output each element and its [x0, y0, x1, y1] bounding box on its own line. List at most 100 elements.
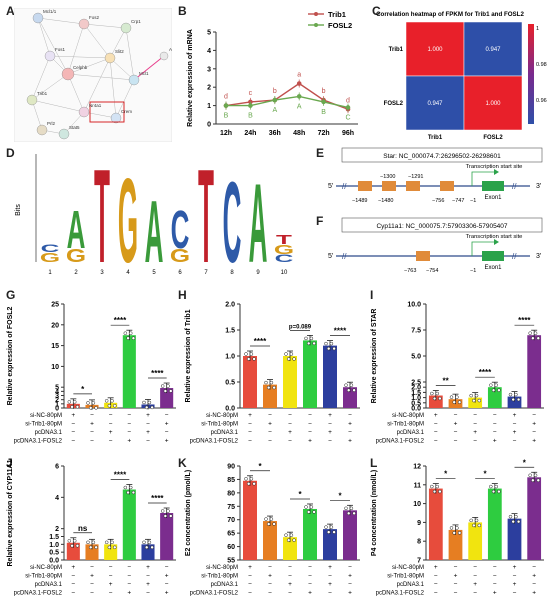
data-dot: [508, 514, 513, 519]
group-sign: −: [71, 581, 75, 588]
data-dot: [91, 540, 96, 545]
data-dot: [491, 489, 496, 494]
motif-position-label: 8: [230, 270, 234, 276]
data-dot: [289, 533, 294, 537]
data-dot: [452, 400, 456, 404]
panel-label-d: D: [6, 146, 15, 160]
group-sign: +: [532, 590, 536, 597]
y-tick-label: 2.5: [411, 380, 421, 387]
network-node-label: Crp1: [131, 19, 141, 24]
data-dot: [142, 400, 146, 405]
y-tick-label: 4: [55, 389, 59, 396]
data-dot: [533, 331, 538, 335]
y-tick-label: 0: [207, 122, 211, 129]
data-dot: [531, 478, 535, 483]
panel-label-k: K: [178, 456, 187, 470]
data-dot: [309, 336, 314, 341]
data-dot: [472, 523, 476, 528]
group-sign: −: [513, 421, 517, 428]
data-point: [296, 94, 302, 99]
motif-position-label: 10: [281, 270, 288, 276]
data-dot: [438, 489, 442, 494]
data-dot: [160, 509, 165, 513]
y-tick-label: 90: [227, 464, 235, 471]
group-sign: −: [532, 429, 536, 436]
group-sign: −: [434, 438, 438, 445]
panel-i-bar-chart: 0.00.51.01.52.02.5 5.0 7.5 10.0 Relative exp…: [371, 302, 544, 445]
data-dot: [94, 545, 98, 550]
group-sign: +: [146, 429, 150, 436]
group-row-label: si-NC-80pM: [392, 413, 424, 419]
site-label: −756: [432, 198, 444, 204]
data-dot: [147, 540, 152, 545]
motif-letter: A: [67, 200, 86, 260]
data-dot: [457, 531, 462, 535]
data-dot: [312, 510, 316, 514]
y-tick-label: 65: [227, 531, 235, 538]
data-dot: [147, 400, 152, 405]
group-sign: −: [146, 590, 150, 597]
network-node-label: Fos2: [89, 15, 100, 20]
motif-letter: A: [249, 161, 268, 286]
panel-k-bar-chart: 55 60 65 70 75 80 85 90 E2 concentration (pmol/L…: [185, 462, 360, 597]
group-sign: −: [288, 564, 292, 571]
network-node-label: Trib1: [37, 91, 48, 96]
y-axis-label: Relative expression of mRNA: [187, 29, 194, 127]
three-prime-label: 3': [536, 183, 541, 190]
network-node: [32, 12, 44, 24]
y-tick-label: 1.0: [225, 354, 235, 361]
bar: [243, 480, 257, 560]
group-sign: −: [268, 412, 272, 419]
data-dot: [531, 336, 535, 340]
y-tick-label: 85: [227, 477, 235, 484]
group-row-label: si-Trib1-80pM: [25, 574, 62, 580]
significance-label: p=0.089: [289, 324, 312, 330]
bar: [122, 335, 136, 408]
significance-letter: b: [322, 88, 326, 95]
group-sign: −: [473, 421, 477, 428]
group-row-label: si-NC-80pM: [30, 413, 62, 419]
bar: [343, 387, 357, 408]
significance-letter: B: [248, 113, 253, 120]
significance-letter: d: [224, 94, 228, 101]
data-dot: [163, 514, 168, 518]
data-dot: [452, 531, 456, 535]
x-tick-label: 72h: [318, 130, 330, 137]
group-row-label: si-Trib1-80pM: [25, 422, 62, 428]
group-sign: −: [109, 564, 113, 571]
group-sign: +: [513, 429, 517, 436]
y-tick-label: 55: [227, 558, 235, 565]
significance-letter: B: [224, 113, 229, 120]
x-tick-label: 36h: [269, 130, 281, 137]
colorbar-tick-label: 1: [536, 26, 539, 32]
motif-letter: G: [274, 242, 294, 257]
group-sign: −: [248, 573, 252, 580]
site-label: −1: [470, 198, 476, 204]
bar: [468, 522, 483, 560]
group-sign: +: [493, 590, 497, 597]
group-sign: +: [328, 429, 332, 436]
break-mark: //: [342, 252, 347, 261]
y-tick-label: 5.0: [411, 354, 421, 361]
group-sign: −: [308, 573, 312, 580]
data-dot: [435, 484, 439, 489]
significance-letter: b: [273, 88, 277, 95]
data-dot: [249, 352, 254, 356]
group-sign: −: [109, 573, 113, 580]
group-sign: −: [71, 438, 75, 445]
y-tick-label: 0.5: [411, 400, 421, 407]
group-sign: −: [109, 590, 113, 597]
data-dot: [489, 484, 493, 489]
break-mark: //: [342, 182, 347, 191]
group-sign: −: [248, 590, 252, 597]
group-sign: −: [71, 429, 75, 436]
data-dot: [312, 341, 316, 346]
group-sign: −: [493, 421, 497, 428]
group-sign: −: [268, 429, 272, 436]
data-dot: [264, 517, 268, 521]
network-node-label: Mcl1: [139, 71, 149, 76]
y-tick-label: 0.0: [49, 558, 59, 565]
data-dot: [508, 392, 513, 397]
motif-position-label: 2: [74, 270, 78, 276]
data-dot: [344, 383, 348, 387]
